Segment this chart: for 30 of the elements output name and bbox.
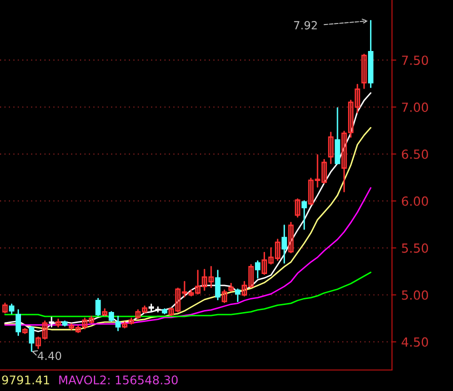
candlestick [148,304,154,312]
candlestick [294,198,300,218]
annotation: 4.40 [38,352,62,360]
y-tick-label: 7.00 [402,102,428,112]
candlestick [2,302,8,314]
y-tick-label: 6.50 [402,149,428,159]
text: 9791.41 [2,375,50,384]
candlestick [328,132,334,164]
text: MAVOL2: 156548.30 [59,375,178,384]
candlestick [222,289,228,304]
candlestick [95,298,101,316]
candlestick [108,311,114,322]
candlestick [254,260,260,279]
candlestick [48,316,54,328]
candlestick [115,316,121,332]
y-tick-label: 6.00 [402,196,428,206]
y-tick-label: 5.50 [402,243,428,253]
annotation: 7.92 [294,21,317,30]
candlestick [302,200,307,230]
y-tick-label: 5.00 [402,290,428,300]
candlestick [282,224,287,264]
candlestick [235,288,240,302]
candlestick [16,309,21,336]
candlestick [334,107,340,164]
candlestick [8,304,14,314]
candlestick [215,270,220,300]
y-tick-label: 4.50 [402,337,428,347]
candlestick [288,222,294,254]
y-tick-label: 7.50 [402,56,428,66]
candlestick [361,54,367,89]
